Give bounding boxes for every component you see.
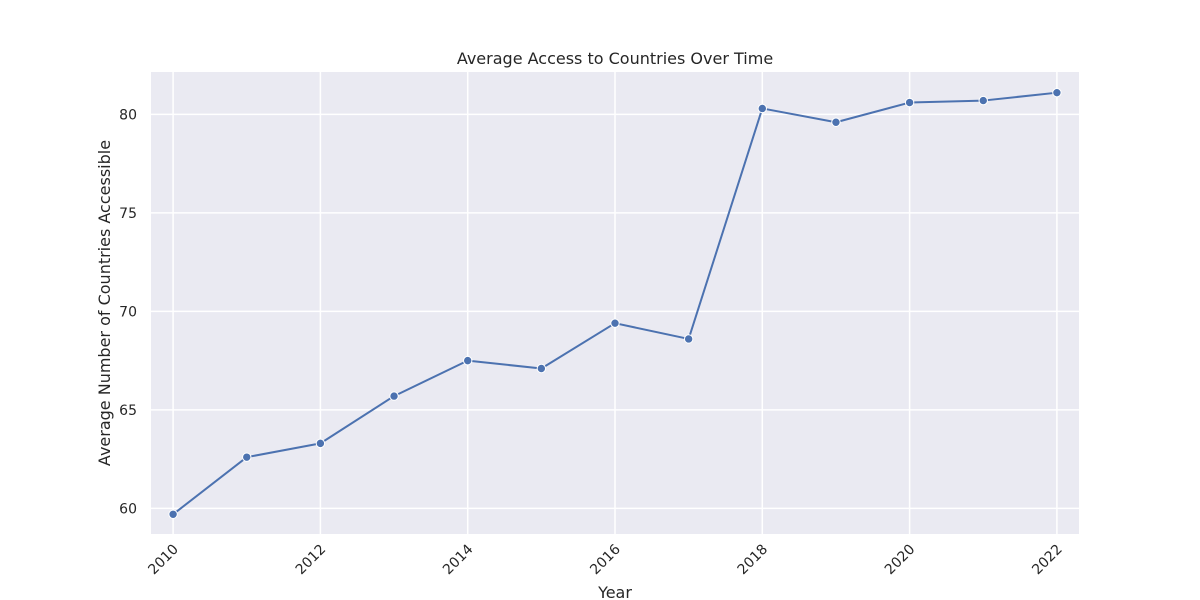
chart-title: Average Access to Countries Over Time <box>457 49 773 68</box>
x-tick-label: 2020 <box>882 542 919 579</box>
data-point <box>978 95 988 106</box>
data-series <box>168 87 1062 519</box>
x-tick-label: 2014 <box>440 541 477 578</box>
x-tick-label: 2012 <box>293 542 330 579</box>
data-point <box>904 97 915 108</box>
y-axis-label: Average Number of Countries Accessible <box>95 140 114 466</box>
y-tick-label: 65 <box>119 403 137 419</box>
x-axis-label: Year <box>597 583 632 600</box>
data-point <box>1052 87 1062 98</box>
data-point <box>683 334 694 344</box>
y-tick-label: 60 <box>119 501 137 517</box>
data-point <box>831 117 841 127</box>
y-tick-label: 70 <box>119 304 137 320</box>
y-tick-label: 80 <box>119 107 137 123</box>
grid-lines <box>151 72 1079 534</box>
x-tick-label: 2016 <box>587 541 624 578</box>
data-point <box>610 318 620 328</box>
data-point <box>462 355 473 366</box>
x-tick-label: 2018 <box>735 542 772 579</box>
data-point <box>315 438 326 449</box>
x-tick-label: 2022 <box>1029 542 1066 579</box>
data-point <box>242 452 252 462</box>
data-point <box>168 509 178 519</box>
data-point <box>389 391 399 401</box>
x-tick-label: 2010 <box>145 542 182 579</box>
data-point <box>536 363 547 374</box>
data-point <box>757 103 768 114</box>
y-tick-label: 75 <box>119 206 137 222</box>
